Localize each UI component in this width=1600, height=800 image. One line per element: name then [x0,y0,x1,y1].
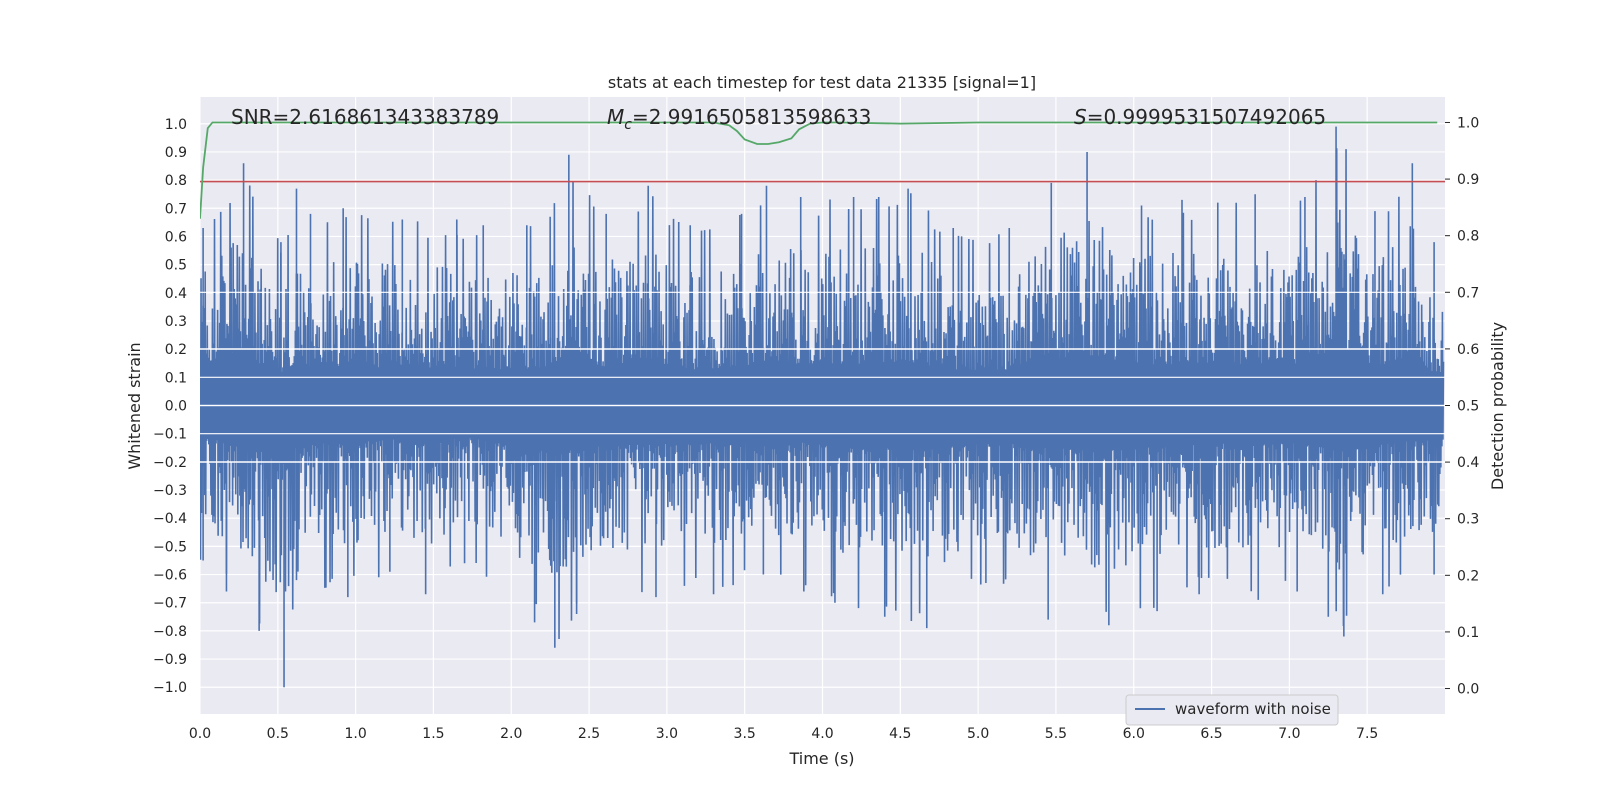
y2-tick-label: 0.8 [1457,229,1479,245]
y-tick-label: −0.7 [153,596,187,612]
y2-tick-label: 0.5 [1457,399,1479,415]
series-layer [200,121,1445,688]
y-tick-label: 0.7 [165,201,187,217]
y2-tick-label: 0.0 [1457,682,1479,698]
y-tick-label: −0.5 [153,539,187,555]
y2-tick-label: 0.1 [1457,625,1479,641]
detection-probability-line [200,121,1438,219]
score-annotation: S=0.9999531507492065 [1074,105,1326,129]
chirp-mass-annotation: Mc=2.9916505813598633 [607,105,871,133]
waveform-line [200,148,1445,639]
y-tick-label: −0.2 [153,455,187,471]
y-tick-label: 1.0 [165,117,187,133]
x-tick-label: 2.5 [578,726,600,742]
x-tick-label: 1.5 [422,726,444,742]
snr-annotation: SNR=2.616861343383789 [231,105,499,129]
y2-axis-label: Detection probability [1488,322,1507,490]
y2-tick-label: 0.7 [1457,285,1479,301]
score-value: =0.9999531507492065 [1087,105,1326,129]
x-tick-label: 6.0 [1123,726,1145,742]
y-tick-label: −1.0 [153,680,187,696]
ticks: 0.0 0.5 1.0 1.5 2.0 2.5 3.0 3.5 4.0 4.5 5.0 5.5 6.0 6… [153,115,1479,742]
legend-label: waveform with noise [1175,700,1331,718]
score-symbol: S [1074,105,1087,129]
y2-tick-label: 0.6 [1457,342,1479,358]
y2-tick-label: 0.9 [1457,172,1479,188]
x-tick-label: 6.5 [1200,726,1222,742]
x-tick-label: 7.0 [1278,726,1300,742]
x-axis-label: Time (s) [788,749,854,768]
x-tick-label: 7.5 [1356,726,1378,742]
y-tick-label: 0.4 [165,286,187,302]
x-tick-label: 2.0 [500,726,522,742]
y-tick-label: −0.6 [153,568,187,584]
x-tick-label: 5.5 [1045,726,1067,742]
x-tick-label: 4.0 [811,726,833,742]
x-tick-label: 1.0 [344,726,366,742]
y2-tick-label: 1.0 [1457,115,1479,131]
legend: waveform with noise [1125,694,1339,726]
y-tick-label: 0.2 [165,342,187,358]
x-tick-label: 3.0 [656,726,678,742]
y2-tick-label: 0.3 [1457,512,1479,528]
y-tick-label: 0.0 [165,399,187,415]
chirp-mass-value: =2.9916505813598633 [632,105,871,129]
y-tick-label: −0.9 [153,652,187,668]
y-tick-label: 0.8 [165,173,187,189]
y-tick-label: −0.1 [153,427,187,443]
y-tick-label: −0.8 [153,624,187,640]
x-tick-label: 4.5 [889,726,911,742]
y-tick-label: −0.4 [153,511,187,527]
y-tick-label: 0.1 [165,370,187,386]
y-tick-label: 0.5 [165,258,187,274]
y2-tick-label: 0.2 [1457,568,1479,584]
y-tick-label: 0.6 [165,229,187,245]
y2-tick-label: 0.4 [1457,455,1479,471]
x-tick-label: 0.0 [189,726,211,742]
legend-box [1125,694,1339,726]
y-axis-label: Whitened strain [125,342,144,469]
x-tick-label: 5.0 [967,726,989,742]
x-tick-label: 0.5 [267,726,289,742]
chart-title: stats at each timestep for test data 213… [608,73,1036,92]
y-tick-label: 0.3 [165,314,187,330]
chirp-mass-symbol: M [607,105,624,129]
x-tick-label: 3.5 [734,726,756,742]
y-tick-label: −0.3 [153,483,187,499]
chirp-mass-subscript: c [624,117,632,133]
y-tick-label: 0.9 [165,145,187,161]
